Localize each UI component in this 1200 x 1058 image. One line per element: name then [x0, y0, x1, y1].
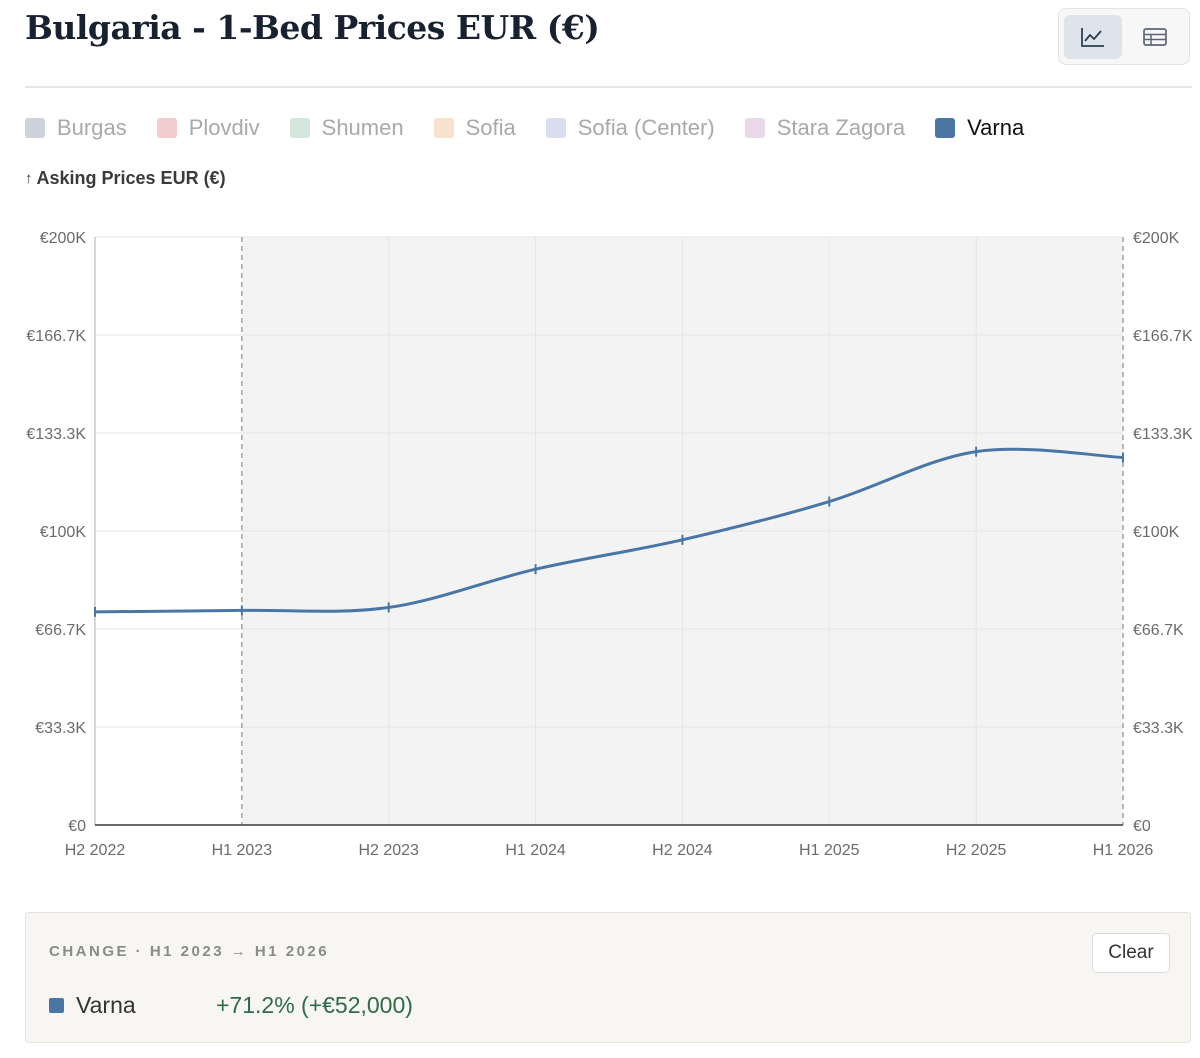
legend-item-plovdiv[interactable]: Plovdiv — [156, 115, 260, 141]
legend-swatch — [156, 118, 177, 138]
legend-swatch — [935, 118, 956, 138]
legend-item-shumen[interactable]: Shumen — [289, 115, 404, 141]
view-toggle — [1058, 8, 1190, 65]
x-tick-label: H2 2022 — [65, 842, 126, 859]
y-tick-label-right: €33.3K — [1133, 720, 1184, 737]
legend-swatch — [744, 118, 765, 138]
y-tick-label-right: €0 — [1133, 818, 1151, 835]
x-tick-label: H1 2023 — [212, 842, 273, 859]
y-tick-label-left: €66.7K — [35, 622, 86, 639]
x-tick-label: H2 2025 — [946, 842, 1007, 859]
series-swatch — [49, 997, 64, 1013]
x-tick-label: H1 2024 — [505, 842, 566, 859]
legend-item-sofia[interactable]: Sofia — [433, 115, 516, 141]
change-series-name: Varna — [76, 991, 136, 1018]
legend-label: Stara Zagora — [776, 115, 906, 140]
legend-label: Plovdiv — [188, 115, 260, 140]
series-line-varna[interactable] — [94, 447, 1124, 614]
y-axis-title-label: Asking Prices EUR (€) — [36, 168, 226, 188]
legend-swatch — [25, 118, 45, 138]
chart-legend: Burgas Plovdiv Shumen Sofia Sofia (Center) St… — [25, 112, 1054, 144]
legend-swatch — [433, 118, 454, 138]
page-title: Bulgaria - 1-Bed Prices EUR (€) — [25, 8, 600, 47]
price-line-chart[interactable]: €0 €0 €33.3K €33.3K €66.7K €66.7K €100K €100K €1… — [0, 0, 1200, 900]
line-chart-view-button[interactable] — [1064, 15, 1122, 59]
change-heading: CHANGE · H1 2023 → H1 2026 — [49, 943, 330, 960]
y-tick-label-right: €200K — [1133, 230, 1180, 247]
legend-item-sofia-center[interactable]: Sofia (Center) — [545, 115, 715, 141]
y-tick-label-right: €133.3K — [1133, 426, 1193, 443]
line-chart-icon — [1081, 28, 1104, 47]
y-tick-label-right: €100K — [1133, 524, 1180, 541]
clear-button[interactable]: Clear — [1092, 933, 1170, 973]
legend-label: Sofia (Center) — [577, 115, 715, 140]
change-value: +71.2% (+€52,000) — [216, 991, 413, 1018]
legend-label: Varna — [967, 115, 1025, 140]
x-tick-label: H2 2023 — [358, 842, 419, 859]
y-tick-label-right: €166.7K — [1133, 328, 1193, 345]
table-icon — [1143, 28, 1167, 46]
change-row-varna: Varna +71.2% (+€52,000) — [49, 989, 413, 1021]
legend-label: Burgas — [57, 115, 127, 140]
y-tick-label-left: €0 — [68, 818, 86, 835]
legend-item-burgas[interactable]: Burgas — [25, 115, 127, 141]
x-tick-label: H1 2025 — [799, 842, 860, 859]
change-panel: CHANGE · H1 2023 → H1 2026 Clear Varna +… — [25, 912, 1191, 1043]
y-tick-label-right: €66.7K — [1133, 622, 1184, 639]
x-tick-label: H1 2026 — [1093, 842, 1154, 859]
arrow-up-icon: ↑ — [25, 170, 33, 187]
table-view-button[interactable] — [1126, 15, 1184, 59]
y-tick-label-left: €166.7K — [26, 328, 86, 345]
legend-item-stara-zagora[interactable]: Stara Zagora — [744, 115, 906, 141]
legend-swatch — [545, 118, 566, 138]
legend-swatch — [289, 118, 310, 138]
y-axis-title: ↑ Asking Prices EUR (€) — [25, 168, 226, 189]
y-tick-label-left: €100K — [40, 524, 87, 541]
legend-item-varna[interactable]: Varna — [935, 115, 1024, 141]
x-tick-label: H2 2024 — [652, 842, 713, 859]
legend-label: Sofia — [465, 115, 516, 140]
y-tick-label-left: €33.3K — [35, 720, 86, 737]
y-tick-label-left: €200K — [40, 230, 87, 247]
y-tick-label-left: €133.3K — [26, 426, 86, 443]
legend-label: Shumen — [321, 115, 404, 140]
header-divider — [25, 86, 1192, 88]
